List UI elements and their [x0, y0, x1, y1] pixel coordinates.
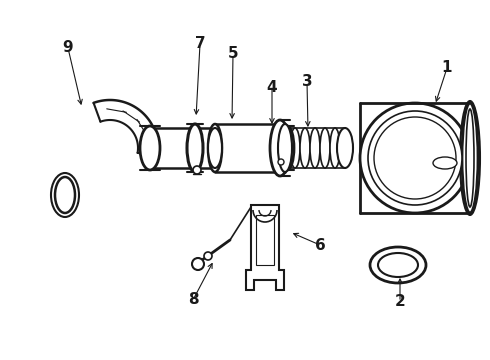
Polygon shape: [215, 124, 285, 172]
Ellipse shape: [378, 253, 418, 277]
Ellipse shape: [360, 103, 470, 213]
Ellipse shape: [278, 159, 284, 165]
Ellipse shape: [300, 128, 310, 168]
Text: 8: 8: [188, 292, 198, 307]
Ellipse shape: [337, 128, 353, 168]
Ellipse shape: [192, 258, 204, 270]
Ellipse shape: [51, 173, 79, 217]
Text: 9: 9: [63, 40, 74, 55]
Text: 3: 3: [302, 75, 312, 90]
Ellipse shape: [270, 120, 290, 176]
Ellipse shape: [143, 128, 157, 168]
Ellipse shape: [193, 166, 201, 174]
Text: 2: 2: [394, 294, 405, 310]
Text: 4: 4: [267, 80, 277, 94]
Text: 7: 7: [195, 36, 205, 51]
Text: 6: 6: [315, 238, 325, 252]
Ellipse shape: [277, 128, 293, 168]
Polygon shape: [256, 215, 274, 265]
Ellipse shape: [280, 126, 294, 170]
Polygon shape: [246, 205, 284, 290]
Ellipse shape: [330, 128, 340, 168]
Ellipse shape: [208, 124, 222, 172]
Ellipse shape: [466, 109, 474, 207]
Ellipse shape: [462, 103, 478, 213]
Ellipse shape: [204, 252, 212, 260]
Ellipse shape: [208, 128, 222, 168]
Ellipse shape: [320, 128, 330, 168]
Ellipse shape: [370, 247, 426, 283]
Ellipse shape: [140, 126, 160, 170]
Ellipse shape: [460, 101, 480, 215]
Ellipse shape: [374, 117, 456, 199]
Ellipse shape: [290, 128, 300, 168]
Ellipse shape: [310, 128, 320, 168]
Ellipse shape: [280, 128, 290, 168]
Polygon shape: [150, 128, 215, 168]
Ellipse shape: [55, 177, 75, 213]
Ellipse shape: [433, 157, 457, 169]
Ellipse shape: [278, 124, 292, 172]
Ellipse shape: [368, 111, 462, 205]
Text: 5: 5: [228, 46, 238, 62]
Ellipse shape: [187, 124, 203, 172]
Text: 1: 1: [442, 60, 452, 76]
